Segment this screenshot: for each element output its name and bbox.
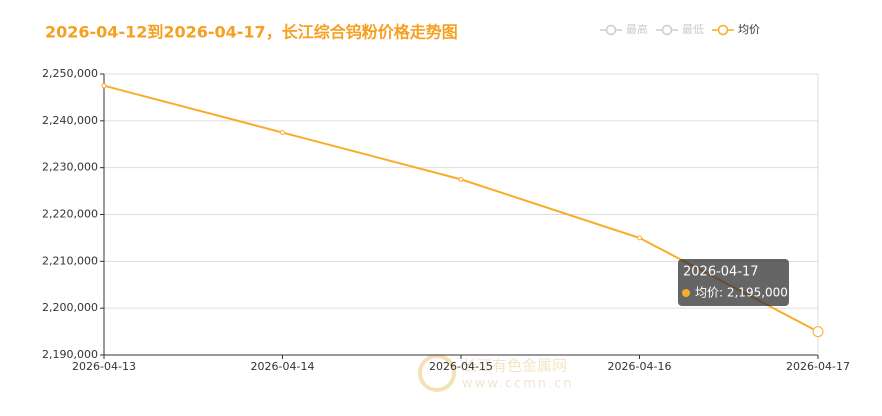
watermark-logo	[418, 354, 456, 392]
tooltip: 2026-04-17 均价: 2,195,000	[678, 259, 789, 306]
watermark-name: 长江有色金属网	[462, 357, 567, 375]
x-tick-label: 2026-04-13	[72, 360, 136, 373]
y-tick-label: 2,190,000	[42, 348, 98, 361]
tooltip-marker	[682, 289, 690, 297]
tooltip-text: 均价: 2,195,000	[695, 286, 788, 300]
legend-label: 最高	[626, 22, 648, 36]
x-tick-label: 2026-04-15	[429, 360, 493, 373]
data-point	[101, 83, 107, 89]
legend-marker	[717, 24, 729, 36]
x-tick-label: 2026-04-14	[251, 360, 315, 373]
chart-title: 2026-04-12到2026-04-17，长江综合钨粉价格走势图	[45, 23, 458, 42]
legend-marker	[661, 24, 673, 36]
x-tick-label: 2026-04-16	[608, 360, 672, 373]
legend-marker	[605, 24, 617, 36]
y-tick-label: 2,200,000	[42, 301, 98, 314]
tooltip-title: 2026-04-17	[683, 265, 759, 280]
watermark-url: www.ccmn.cn	[462, 377, 574, 392]
legend-label: 最低	[682, 23, 704, 36]
x-tick-label: 2026-04-17	[786, 360, 850, 373]
y-tick-label: 2,240,000	[42, 114, 98, 127]
y-tick-label: 2,210,000	[42, 254, 98, 267]
data-point	[458, 176, 464, 182]
y-tick-label: 2,220,000	[42, 208, 98, 221]
tooltip-box	[678, 259, 789, 306]
data-point	[637, 235, 642, 241]
data-point	[812, 326, 824, 338]
y-tick-label: 2,230,000	[42, 161, 98, 174]
data-point	[280, 130, 285, 136]
legend-label: 均价	[738, 23, 760, 36]
y-tick-label: 2,250,000	[42, 67, 98, 80]
